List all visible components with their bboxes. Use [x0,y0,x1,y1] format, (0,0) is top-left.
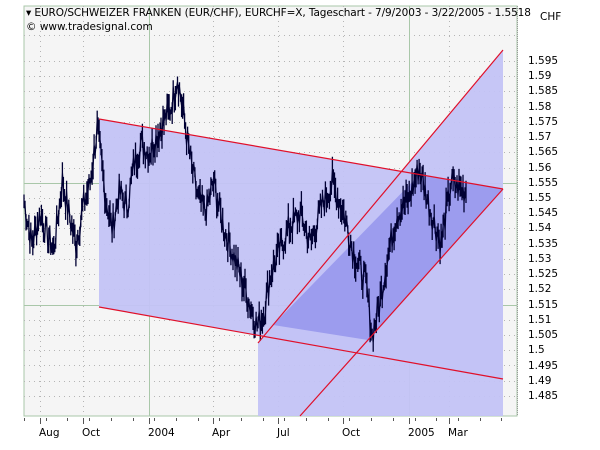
y-tick-label: 1.575 [528,115,559,128]
x-tick-label: Aug [39,427,60,439]
x-tick-label: 2005 [408,427,435,439]
plot-area [23,5,518,424]
y-tick-label: 1.55 [528,192,552,205]
y-tick-label: 1.525 [528,268,559,281]
y-tick-label: 1.495 [528,359,559,372]
x-tick-label: Oct [82,427,101,439]
y-tick-label: 1.555 [528,176,559,189]
copyright-text: © www.tradesignal.com [26,21,153,33]
x-tick-label: Apr [212,427,231,439]
price-series-line [23,76,467,352]
upward-channel-upper-line [257,49,504,344]
y-tick-label: 1.505 [528,329,559,342]
x-tick-label: Mar [448,427,468,439]
y-tick-label: 1.52 [528,283,552,296]
y-tick-label: 1.58 [528,100,552,113]
y-tick-label: 1.53 [528,252,552,265]
chart-title-text: EURO/SCHWEIZER FRANKEN (EUR/CHF), EURCHF… [34,7,531,19]
x-tick-label: 2004 [148,427,175,439]
y-tick-label: 1.565 [528,146,559,159]
y-tick-label: 1.595 [528,55,559,67]
downward-channel-upper-line [98,118,504,190]
y-tick-label: 1.49 [528,374,552,387]
upward-channel-lower-line [299,188,504,417]
y-tick-label: 1.5 [528,344,545,357]
y-tick-label: 1.485 [528,389,559,402]
chart-symbol-icon: ▾ [26,7,32,19]
x-tick-label: Jul [277,427,290,439]
x-tick-label: Oct [342,427,361,439]
chart-title: ▾ EURO/SCHWEIZER FRANKEN (EUR/CHF), EURC… [26,7,531,19]
y-tick-label: 1.54 [528,222,552,235]
y-tick-label: 1.56 [528,161,552,174]
downward-channel-lower-line [98,306,504,380]
y-tick-label: 1.57 [528,131,552,144]
y-tick-label: 1.59 [528,70,552,83]
currency-label: CHF [540,11,562,23]
y-tick-label: 1.515 [528,298,559,311]
y-tick-label: 1.535 [528,237,559,250]
y-tick-label: 1.585 [528,85,559,98]
y-tick-label: 1.51 [528,313,552,326]
y-tick-label: 1.545 [528,207,559,220]
